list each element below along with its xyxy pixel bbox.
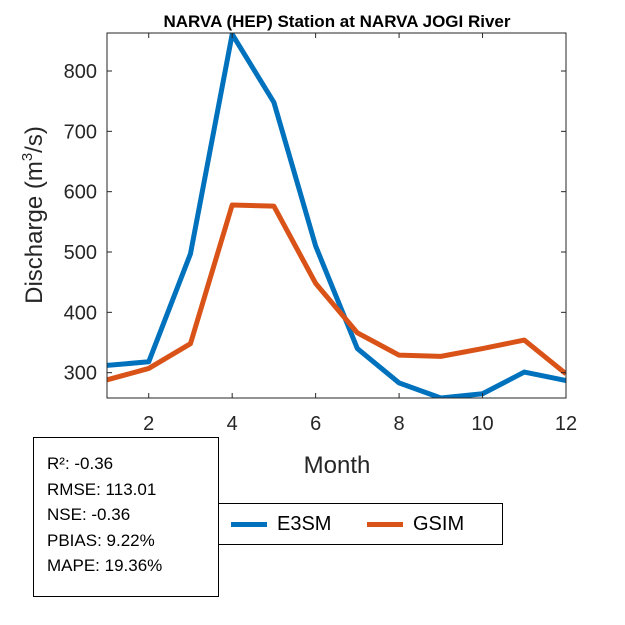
y-tick-label-800: 800 [64,61,97,83]
y-tick-label-500: 500 [64,242,97,264]
y-axis-ticks: 300 400 500 600 700 800 [64,61,566,385]
stats-box: R²: -0.36 RMSE: 113.01 NSE: -0.36 PBIAS:… [33,437,219,597]
y-tick-label-700: 700 [64,121,97,143]
series-line-gsim [107,202,566,383]
axes-box [106,32,567,399]
x-tick-label-2: 2 [143,413,154,435]
legend-label-e3sm: E3SM [277,512,332,535]
y-axis-label-main: Discharge (m [21,161,48,304]
chart-title: NARVA (HEP) Station at NARVA JOGI River [164,12,511,31]
y-tick-label-600: 600 [64,182,97,204]
y-axis-label-sup: 3 [19,153,36,161]
stat-mape: MAPE: 19.36% [47,556,163,575]
series-line-e3sm [107,33,566,398]
x-tick-label-4: 4 [227,413,238,435]
legend-item-e3sm: E3SM [231,504,331,544]
stat-pbias: PBIAS: 9.22% [47,530,155,550]
x-tick-label-10: 10 [471,413,493,435]
x-tick-label-6: 6 [310,413,321,435]
plot-lines [107,33,566,398]
y-tick-label-400: 400 [64,302,97,324]
legend-swatch-gsim [367,521,403,527]
legend-swatch-e3sm [231,521,267,527]
x-tick-label-8: 8 [394,413,405,435]
legend-label-gsim: GSIM [413,512,465,535]
legend: E3SM GSIM [219,503,503,545]
y-axis-label: Discharge (m3/s) [19,126,48,304]
x-axis-ticks: 2 4 6 8 10 12 [143,33,577,435]
stat-nse: NSE: -0.36 [47,505,131,524]
stat-r2: R²: -0.36 [47,454,114,473]
legend-item-gsim: GSIM [367,504,464,544]
stat-rmse: RMSE: 113.01 [47,479,157,499]
y-tick-label-300: 300 [64,363,97,385]
x-axis-label: Month [304,452,371,479]
y-axis-label-end: /s) [21,126,48,153]
x-tick-label-12: 12 [555,413,577,435]
